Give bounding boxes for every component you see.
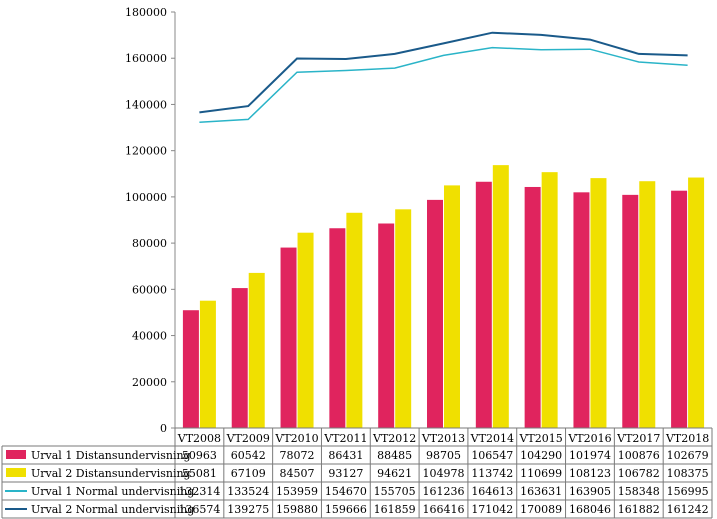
x-tick-label: VT2017 xyxy=(616,432,660,445)
data-label: 161859 xyxy=(374,503,416,516)
data-label: 171042 xyxy=(471,503,513,516)
data-label: 166416 xyxy=(423,503,465,516)
data-label: 106547 xyxy=(471,449,513,462)
data-label: 161882 xyxy=(618,503,660,516)
line-series-2 xyxy=(199,31,688,114)
y-tick-label: 20000 xyxy=(132,376,167,389)
data-label: 163905 xyxy=(569,485,611,498)
x-tick-label: VT2008 xyxy=(177,432,221,445)
bar-series-1 xyxy=(524,186,541,428)
data-label: 133524 xyxy=(227,485,269,498)
bar-series-2 xyxy=(395,209,412,428)
y-tick-label: 180000 xyxy=(125,6,167,19)
data-label: 163631 xyxy=(520,485,562,498)
data-label: 170089 xyxy=(520,503,562,516)
data-label: 153959 xyxy=(276,485,318,498)
bar-series-2 xyxy=(346,212,363,428)
x-tick-label: VT2018 xyxy=(665,432,709,445)
legend-label: Urval 1 Distansundervisning xyxy=(31,449,191,462)
legend-key-bar xyxy=(6,450,26,459)
x-tick-label: VT2016 xyxy=(567,432,611,445)
x-tick-label: VT2012 xyxy=(372,432,416,445)
data-label: 55081 xyxy=(182,467,217,480)
y-tick-label: 40000 xyxy=(132,330,167,343)
y-tick-label: 140000 xyxy=(125,98,167,111)
data-table: VT2008 VT2009 VT2010 VT2011 VT2012 VT2013 VT20… xyxy=(1,427,713,519)
data-label: 100876 xyxy=(618,449,660,462)
bar-series-2 xyxy=(444,185,460,428)
data-label: 101974 xyxy=(569,449,611,462)
bar-series-1 xyxy=(573,192,590,428)
bar-series-1 xyxy=(671,190,688,428)
data-label: 168046 xyxy=(569,503,611,516)
x-tick-label: VT2011 xyxy=(323,432,367,445)
data-label: 108375 xyxy=(667,467,709,480)
bar-series-1 xyxy=(622,194,639,428)
legend-label: Urval 2 Normal undervisning xyxy=(31,503,194,516)
data-label: 139275 xyxy=(227,503,269,516)
bar-series-1 xyxy=(280,247,297,428)
bar-series-1 xyxy=(378,223,395,428)
data-label: 164613 xyxy=(471,485,513,498)
data-label: 98705 xyxy=(426,449,461,462)
data-label: 158348 xyxy=(618,485,660,498)
data-label: 60542 xyxy=(231,449,266,462)
bar-series-2 xyxy=(688,177,705,428)
bar-series-2 xyxy=(492,165,509,429)
bar-series-1 xyxy=(427,199,443,428)
data-label: 88485 xyxy=(377,449,412,462)
data-label: 94621 xyxy=(377,467,412,480)
data-label: 84507 xyxy=(280,467,315,480)
data-label: 161242 xyxy=(667,503,709,516)
data-label: 50963 xyxy=(182,449,217,462)
data-label: 93127 xyxy=(328,467,363,480)
data-label: 110699 xyxy=(520,467,562,480)
bar-series-2 xyxy=(199,300,216,428)
bar-series-2 xyxy=(639,181,656,428)
data-label: 154670 xyxy=(325,485,367,498)
bar-layer xyxy=(182,165,705,429)
data-label: 78072 xyxy=(280,449,315,462)
data-label: 106782 xyxy=(618,467,660,480)
data-label: 161236 xyxy=(423,485,465,498)
data-label: 104290 xyxy=(520,449,562,462)
bar-series-1 xyxy=(231,288,248,428)
x-tick-label: VT2010 xyxy=(274,432,318,445)
data-label: 156995 xyxy=(667,485,709,498)
legend-key-bar xyxy=(6,468,26,477)
bar-series-2 xyxy=(541,172,558,428)
x-tick-label: VT2015 xyxy=(518,432,562,445)
y-tick-label: 120000 xyxy=(125,145,167,158)
bar-series-2 xyxy=(248,272,265,428)
bar-series-1 xyxy=(329,228,346,428)
data-label: 67109 xyxy=(231,467,266,480)
y-tick-label: 0 xyxy=(160,422,167,435)
bar-series-2 xyxy=(297,232,314,428)
data-label: 155705 xyxy=(374,485,416,498)
data-label: 108123 xyxy=(569,467,611,480)
data-label: 159880 xyxy=(276,503,318,516)
x-tick-label: VT2013 xyxy=(421,432,465,445)
line-series-1 xyxy=(199,46,688,123)
y-tick-label: 80000 xyxy=(132,237,167,250)
line-layer xyxy=(199,31,688,123)
data-label: 86431 xyxy=(328,449,363,462)
x-tick-label: VT2009 xyxy=(226,432,270,445)
data-label: 132314 xyxy=(178,485,220,498)
bar-series-1 xyxy=(475,181,492,428)
data-label: 136574 xyxy=(178,503,220,516)
data-label: 104978 xyxy=(423,467,465,480)
bar-series-1 xyxy=(182,310,199,428)
legend-label: Urval 2 Distansundervisning xyxy=(31,467,191,480)
x-tick-label: VT2014 xyxy=(470,432,514,445)
bar-series-2 xyxy=(590,178,607,428)
data-label: 159666 xyxy=(325,503,367,516)
data-label: 113742 xyxy=(471,467,513,480)
data-label: 102679 xyxy=(667,449,709,462)
y-tick-label: 60000 xyxy=(132,283,167,296)
y-tick-label: 100000 xyxy=(125,191,167,204)
y-tick-label: 160000 xyxy=(125,52,167,65)
legend-label: Urval 1 Normal undervisning xyxy=(31,485,194,498)
